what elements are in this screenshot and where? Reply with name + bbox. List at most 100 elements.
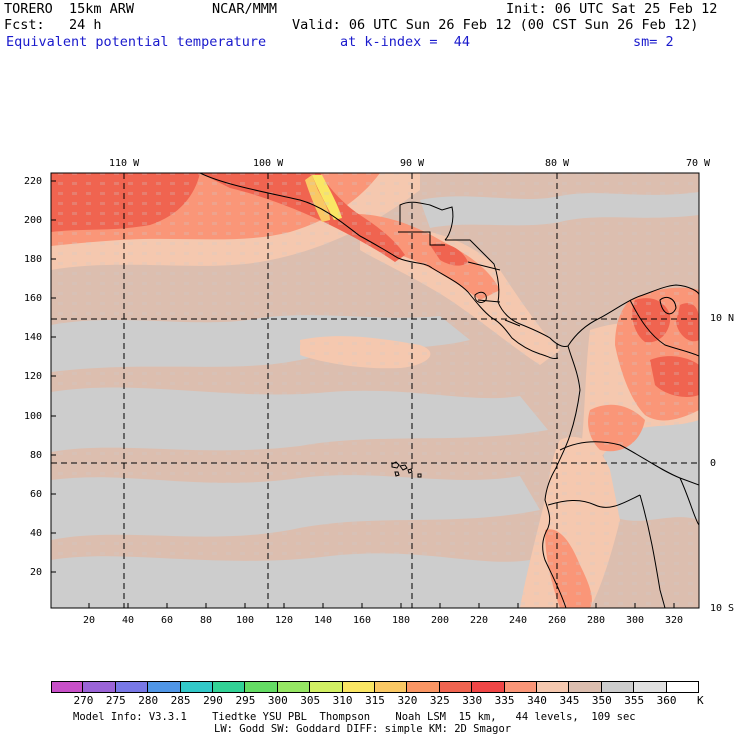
- y-tick-label: 120: [24, 371, 43, 382]
- theta-e-field: [51, 173, 699, 608]
- colorbar-label: 290: [203, 694, 223, 707]
- x-tick-label: 320: [665, 615, 684, 626]
- lat-label-10n: 10 N: [710, 313, 735, 324]
- y-tick-label: 180: [24, 254, 43, 265]
- colorbar-label: 295: [235, 694, 256, 707]
- colorbar-swatch: [601, 681, 635, 693]
- border-nicaragua: [467, 261, 521, 327]
- left-ticks: [51, 180, 56, 573]
- lon-label-110w: 110 W: [109, 158, 140, 169]
- colorbar-swatch: [310, 681, 343, 693]
- y-tick-label: 40: [30, 528, 43, 539]
- x-tick-label: 40: [122, 615, 135, 626]
- colorbar-swatch: [504, 681, 537, 693]
- colorbar-label: 320: [397, 694, 418, 707]
- colorbar-swatch: [342, 681, 375, 693]
- x-tick-label: 180: [392, 615, 411, 626]
- colorbar-label: 305: [300, 694, 321, 707]
- colorbar-unit: K: [697, 694, 704, 707]
- smoothing-info: sm= 2: [633, 34, 674, 50]
- y-tick-label: 20: [30, 567, 43, 578]
- colorbar-swatch: [115, 681, 149, 693]
- coastlines: [199, 173, 699, 608]
- x-tick-label: 220: [470, 615, 489, 626]
- plot-frame: [50, 172, 700, 609]
- colorbar-label: 300: [267, 694, 288, 707]
- colorbar-swatch: [666, 681, 699, 693]
- x-tick-label: 280: [587, 615, 606, 626]
- border-brazil-peru: [639, 494, 666, 608]
- colorbar-label: 355: [624, 694, 645, 707]
- colorbar-label: 325: [429, 694, 450, 707]
- x-tick-label: 100: [236, 615, 255, 626]
- colorbar-label: 335: [494, 694, 515, 707]
- colorbar-swatch: [634, 681, 667, 693]
- coast-yucatan: [399, 201, 454, 241]
- colorbar-swatch: [245, 681, 278, 693]
- colorbar-label: 330: [462, 694, 483, 707]
- x-tick-label: 240: [509, 615, 528, 626]
- colorbar-label: 285: [170, 694, 191, 707]
- y-tick-label: 200: [24, 215, 43, 226]
- center-name: NCAR/MMM: [212, 1, 278, 17]
- colorbar-label: 315: [365, 694, 385, 707]
- colorbar-swatch: [180, 681, 213, 693]
- coast-central-america-caribbean: [445, 239, 569, 347]
- colorbar-label: 350: [591, 694, 612, 707]
- colorbar-swatch: [569, 681, 602, 693]
- x-tick-label: 300: [626, 615, 645, 626]
- colorbar-swatch: [83, 681, 116, 693]
- y-tick-label: 60: [30, 489, 43, 500]
- field-texture: [51, 173, 699, 608]
- x-tick-label: 160: [353, 615, 372, 626]
- galapagos-islands: [391, 461, 422, 478]
- border-ecuador-peru: [547, 494, 641, 508]
- colorbar-swatch: [148, 681, 181, 693]
- model-name: TORERO 15km ARW: [4, 1, 135, 17]
- border-guatemala: [398, 231, 445, 246]
- colorbar-swatch: [277, 681, 311, 693]
- border-brazil-east: [679, 477, 699, 526]
- lat-label-10s: 10 S: [710, 603, 735, 614]
- coast-colombia-north: [567, 284, 699, 347]
- y-tick-label: 80: [30, 450, 43, 461]
- x-tick-label: 260: [548, 615, 567, 626]
- model-info: Model Info: V3.3.1 Tiedtke YSU PBL Thomp…: [73, 711, 636, 723]
- y-tick-label: 160: [24, 293, 43, 304]
- lat-label-0: 0: [710, 458, 717, 469]
- colorbar-label: 360: [656, 694, 677, 707]
- lon-label-80w: 80 W: [545, 158, 570, 169]
- colorbar-label: 275: [105, 694, 126, 707]
- y-tick-label: 140: [24, 332, 43, 343]
- y-tick-label: 100: [24, 411, 43, 422]
- init-time: Init: 06 UTC Sat 25 Feb 12: [506, 1, 718, 17]
- bottom-ticks: [88, 603, 675, 608]
- colorbar-label: 310: [332, 694, 353, 707]
- colorbar-swatch: [51, 681, 84, 693]
- colorbar-swatch: [375, 681, 408, 693]
- colorbar-swatch: [407, 681, 440, 693]
- colorbar-swatch: [472, 681, 505, 693]
- colorbar-swatch: [537, 681, 570, 693]
- forecast-hour: Fcst: 24 h: [4, 17, 102, 33]
- physics-info: LW: Godd SW: Goddard DIFF: simple KM: 2D…: [214, 723, 512, 735]
- colorbar-label: 340: [527, 694, 547, 707]
- colorbar-swatch: [439, 681, 473, 693]
- x-tick-label: 60: [161, 615, 174, 626]
- valid-time: Valid: 06 UTC Sun 26 Feb 12 (00 CST Sun …: [292, 17, 699, 33]
- colorbar-label: 345: [559, 694, 580, 707]
- border-colombia-ecuador: [559, 441, 699, 486]
- coast-south-america-pacific: [542, 345, 581, 608]
- lon-label-100w: 100 W: [253, 158, 284, 169]
- coast-mexico: [199, 173, 433, 269]
- x-tick-label: 20: [83, 615, 96, 626]
- border-colombia-venezuela: [629, 299, 699, 357]
- colorbar-swatch: [213, 681, 246, 693]
- colorbar-label: 270: [73, 694, 94, 707]
- lake-nicaragua: [474, 291, 487, 303]
- coast-central-america-pacific: [431, 267, 559, 359]
- x-tick-label: 120: [275, 615, 294, 626]
- x-tick-label: 80: [200, 615, 213, 626]
- level-info: at k-index = 44: [340, 34, 471, 50]
